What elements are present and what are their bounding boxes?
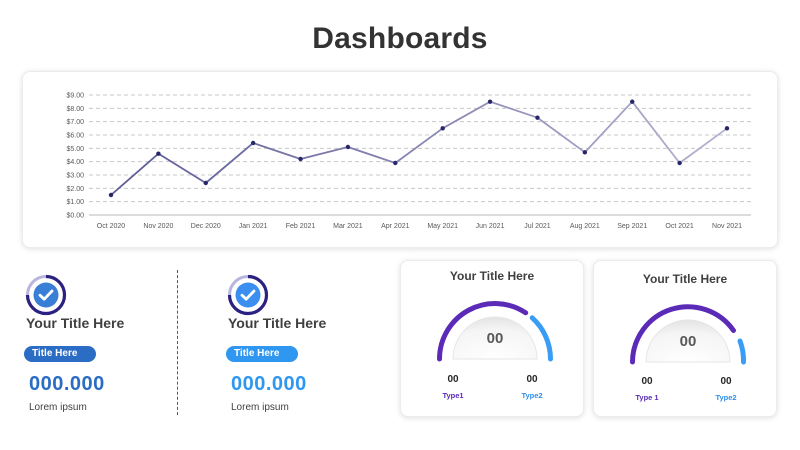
data-point: [203, 180, 208, 186]
x-tick-label: Dec 2020: [191, 223, 221, 230]
line-chart: $0.00 $1.00 $2.00 $3.00 $4.00 $5.00 $6.00 $7.00…: [66, 93, 751, 230]
data-point: [582, 150, 588, 155]
x-tick-label: Sep 2021: [617, 223, 647, 230]
kpi-value: 000.000: [231, 373, 307, 395]
gauge-type2-value: 00: [526, 374, 538, 385]
gauge-graphic: [630, 304, 747, 365]
gauge-center-value: 00: [486, 330, 504, 347]
data-point: [724, 126, 730, 131]
data-point: [108, 192, 114, 198]
kpi-title: Your Title Here: [26, 315, 125, 331]
data-point: [250, 140, 256, 146]
gauge-arc-type1: [630, 304, 736, 365]
x-tick-label: Jul 2021: [524, 223, 551, 230]
kpi-caption: Lorem ipsum: [231, 402, 289, 413]
x-tick-label: Aug 2021: [570, 223, 600, 230]
kpi-divider: [177, 270, 178, 415]
x-tick-label: Feb 2021: [286, 223, 316, 230]
gauge-center-value: 00: [679, 333, 697, 350]
data-point: [156, 151, 161, 156]
x-tick-label: May 2021: [427, 223, 458, 230]
gauge-title: Your Title Here: [642, 272, 728, 286]
x-tick-label: Nov 2020: [143, 223, 173, 230]
y-tick-label: $4.00: [66, 159, 84, 166]
kpi-caption: Lorem ipsum: [29, 402, 87, 413]
kpi-card-2: Your Title Here Title Here 000.000 Lorem…: [226, 273, 376, 423]
gauge-type2-value: 00: [720, 376, 732, 387]
y-tick-label: $3.00: [66, 173, 84, 180]
x-tick-label: Jun 2021: [476, 223, 505, 230]
y-tick-label: $8.00: [66, 106, 84, 113]
kpi-badge: Title Here: [226, 346, 298, 362]
gauge-type1-value: 00: [641, 376, 653, 387]
gauge-type1-label: Type1: [442, 391, 464, 400]
kpi-value: 000.000: [29, 373, 105, 395]
y-tick-label: $9.00: [66, 93, 84, 100]
data-point: [298, 156, 303, 162]
x-tick-label: Oct 2020: [97, 223, 126, 230]
check-badge-icon: [227, 274, 269, 316]
y-tick-label: $0.00: [66, 213, 84, 220]
gauge-type1-value: 00: [447, 374, 459, 385]
gauge-arc-type1: [437, 301, 529, 362]
data-point: [345, 144, 351, 150]
data-point: [677, 160, 682, 166]
check-badge-icon: [25, 274, 67, 316]
gauge-card-1: Your Title Here 00 00 00 Type1 Type2: [400, 260, 584, 417]
x-tick-label: Nov 2021: [712, 223, 742, 230]
data-point: [630, 99, 635, 104]
series-line: [110, 100, 728, 196]
y-tick-label: $6.00: [66, 133, 84, 140]
data-point: [440, 126, 445, 131]
gauge-type1-label: Type 1: [635, 393, 659, 402]
gauge-arc-type2: [529, 315, 553, 362]
y-tick-label: $1.00: [66, 199, 84, 206]
x-tick-label: Jan 2021: [239, 223, 268, 230]
data-point: [487, 99, 493, 104]
kpi-card-1: Your Title Here Title Here 000.000 Lorem…: [24, 273, 174, 423]
gauge-card-2: Your Title Here 00 00 00 Type 1 Type2: [593, 260, 777, 417]
gauge-type2-label: Type2: [715, 393, 737, 402]
kpi-badge: Title Here: [24, 346, 96, 362]
y-tick-label: $7.00: [66, 119, 84, 126]
x-tick-label: Oct 2021: [665, 223, 694, 230]
gauge-arc-type2: [737, 338, 747, 365]
data-point: [535, 115, 540, 120]
line-chart-card: $0.00 $1.00 $2.00 $3.00 $4.00 $5.00 $6.00 $7.00…: [22, 71, 778, 248]
page-title: Dashboards: [312, 22, 488, 55]
y-tick-label: $2.00: [66, 186, 84, 193]
x-tick-label: Apr 2021: [381, 223, 410, 230]
gauge-title: Your Title Here: [449, 269, 535, 283]
kpi-title: Your Title Here: [228, 315, 327, 331]
x-tick-label: Mar 2021: [333, 223, 363, 230]
gauge-graphic: [437, 301, 553, 362]
gauge-type2-label: Type2: [521, 391, 543, 400]
y-tick-label: $5.00: [66, 146, 84, 153]
data-point: [393, 160, 398, 166]
